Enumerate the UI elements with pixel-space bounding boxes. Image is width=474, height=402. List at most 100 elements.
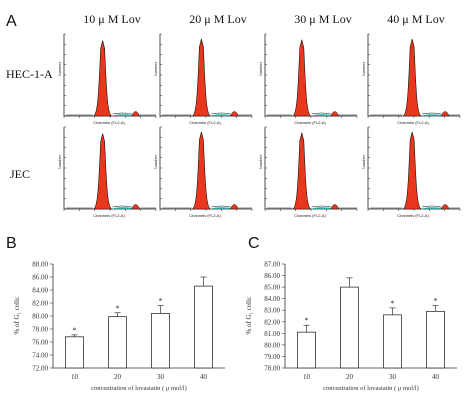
fit-outline — [66, 205, 156, 209]
s-phase — [210, 207, 233, 209]
y-tick-label: 80.00 — [264, 341, 280, 349]
g1-peak — [192, 131, 211, 210]
flow-histogram: Channels (FL2-A) Number — [57, 126, 157, 218]
histogram-ylabel: Number — [153, 61, 158, 76]
g1-peak — [93, 40, 112, 117]
flow-histogram: Channels (FL2-A) Number — [361, 126, 461, 218]
flow-histogram: Channels (FL2-A) Number — [153, 33, 253, 125]
y-tick-label: 83.00 — [264, 307, 280, 315]
column-label-10uM: 10 μ M Lov — [83, 12, 140, 26]
bar — [297, 331, 316, 369]
significance-marker: * — [434, 297, 438, 306]
g2-peak — [330, 111, 340, 117]
flow-histogram-grid: Channels (FL2-A) Number Channels (FL2-A) Nu… — [57, 33, 461, 218]
g2-peak — [440, 111, 450, 117]
histogram-ylabel: Number — [361, 61, 366, 76]
significance-marker: * — [116, 304, 120, 313]
flow-histogram: Channels (FL2-A) Number — [258, 33, 358, 125]
flow-histogram: Channels (FL2-A) Number — [258, 126, 358, 218]
y-tick-label: 74.00 — [32, 352, 48, 360]
x-tick-label: 10 — [71, 373, 79, 381]
bar — [65, 336, 84, 369]
y-tick-label: 84.00 — [264, 295, 280, 303]
y-tick-label: 81.00 — [264, 330, 280, 338]
histogram-xlabel: Channels (FL2-A) — [93, 120, 125, 125]
histogram-ylabel: Number — [57, 154, 62, 169]
column-label-40uM: 40 μ M Lov — [387, 12, 444, 26]
row-label-hec-1-a: HEC-1-A — [6, 67, 53, 81]
histogram-xlabel: Channels (FL2-A) — [397, 120, 429, 125]
y-tick-label: 80.00 — [32, 313, 48, 321]
s-phase — [111, 114, 134, 116]
fit-outline — [370, 205, 460, 209]
g2-peak — [131, 204, 141, 210]
g2-peak — [440, 204, 450, 210]
x-tick-label: 40 — [432, 373, 440, 381]
y-tick-label: 87.00 — [264, 261, 280, 269]
y-tick-label: 84.00 — [32, 287, 48, 295]
g1-peak — [402, 131, 422, 210]
g2-peak — [330, 204, 340, 210]
s-phase — [421, 207, 444, 209]
y-tick-label: 78.00 — [264, 365, 280, 373]
g1-peak — [292, 39, 312, 117]
s-phase — [421, 114, 444, 116]
y-tick-label: 88.00 — [32, 261, 48, 269]
significance-marker: * — [391, 299, 395, 308]
x-axis-label: concentration of lovastatin ( μ mol/l) — [323, 385, 419, 392]
row-label-jec: JEC — [10, 167, 30, 181]
y-tick-label: 72.00 — [32, 365, 48, 373]
panel-label-c: C — [248, 235, 260, 252]
y-tick-label: 82.00 — [264, 318, 280, 326]
s-phase — [111, 207, 134, 209]
g2-peak — [230, 111, 239, 117]
fit-outline — [162, 112, 252, 116]
bar — [151, 312, 170, 369]
bar-chart-c: 78.00 79.00 80.00 81.00 82.00 83.00 84.00 85.00… — [245, 261, 457, 392]
g2-peak — [131, 111, 141, 117]
significance-marker: * — [305, 316, 309, 325]
bar — [383, 314, 402, 369]
x-tick-label: 30 — [389, 373, 397, 381]
x-axis-label: concentration of lovastatin ( μ mol/l) — [91, 385, 187, 392]
histogram-xlabel: Channels (FL2-A) — [294, 120, 326, 125]
x-tick-label: 10 — [303, 373, 311, 381]
g1-peak — [93, 133, 112, 210]
s-phase — [310, 114, 333, 116]
bar-chart-b: 72.00 74.00 76.00 78.00 80.00 82.00 84.00 86.00… — [13, 261, 225, 392]
column-label-30uM: 30 μ M Lov — [294, 12, 351, 26]
fit-outline — [162, 205, 252, 209]
y-axis-label: % of G₁ cells — [245, 297, 253, 335]
fit-outline — [66, 112, 156, 116]
g1-peak — [402, 38, 422, 117]
bar — [108, 316, 127, 369]
y-tick-label: 76.00 — [32, 339, 48, 347]
g1-peak — [292, 132, 312, 210]
s-phase — [210, 114, 233, 116]
histogram-xlabel: Channels (FL2-A) — [294, 213, 326, 218]
y-tick-label: 86.00 — [264, 272, 280, 280]
flow-histogram: Channels (FL2-A) Number — [57, 33, 157, 125]
significance-marker: * — [73, 326, 77, 335]
g1-peak — [192, 38, 211, 117]
fit-outline — [267, 205, 357, 209]
bar — [426, 310, 445, 369]
x-tick-label: 30 — [157, 373, 165, 381]
flow-histogram: Channels (FL2-A) Number — [153, 126, 253, 218]
x-tick-label: 40 — [200, 373, 208, 381]
y-tick-label: 85.00 — [264, 284, 280, 292]
y-tick-label: 79.00 — [264, 353, 280, 361]
histogram-ylabel: Number — [258, 61, 263, 76]
significance-marker: * — [159, 297, 163, 306]
histogram-xlabel: Channels (FL2-A) — [397, 213, 429, 218]
histogram-xlabel: Channels (FL2-A) — [189, 120, 221, 125]
histogram-ylabel: Number — [153, 154, 158, 169]
fit-outline — [267, 112, 357, 116]
s-phase — [310, 207, 333, 209]
g2-peak — [230, 204, 239, 210]
fit-outline — [370, 112, 460, 116]
x-tick-label: 20 — [346, 373, 354, 381]
panel-label-b: B — [6, 235, 17, 252]
column-label-20uM: 20 μ M Lov — [189, 12, 246, 26]
panel-label-a: A — [6, 13, 17, 30]
